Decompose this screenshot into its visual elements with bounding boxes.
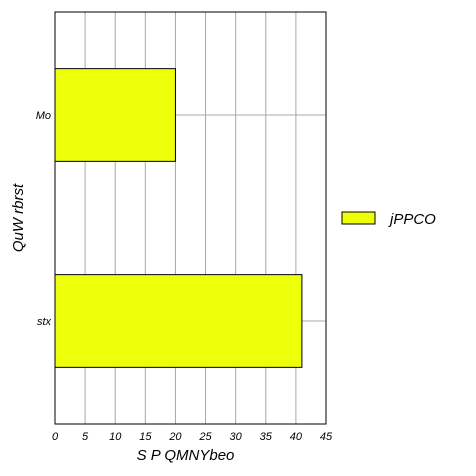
x-axis-title: S P QMNYbeo (137, 447, 235, 464)
y-tick-labels: Mo stx (36, 110, 52, 328)
legend-swatch (341, 211, 376, 225)
x-tick-label: 10 (109, 431, 122, 443)
x-tick-label: 25 (198, 431, 212, 443)
bars (54, 68, 303, 368)
x-tick-label: 0 (52, 431, 59, 443)
legend: jPPCO (341, 211, 436, 228)
y-tick-label: stx (37, 316, 52, 328)
x-tick-label: 35 (260, 431, 273, 443)
x-tick-label: 15 (139, 431, 152, 443)
x-tick-label: 40 (290, 431, 303, 443)
y-axis-title: QuW rbrst (10, 183, 27, 252)
y-tick-label: Mo (36, 110, 51, 122)
plot-frame (54, 11, 327, 425)
x-tick-label: 30 (230, 431, 243, 443)
x-tick-label: 45 (320, 431, 333, 443)
x-tick-label: 20 (168, 431, 182, 443)
x-tick-labels: 0 5 10 15 20 25 30 35 40 45 (52, 431, 333, 443)
legend-label: jPPCO (388, 211, 436, 228)
bar-Mo (54, 68, 176, 162)
x-tick-label: 5 (82, 431, 89, 443)
bar-stx (54, 274, 303, 368)
